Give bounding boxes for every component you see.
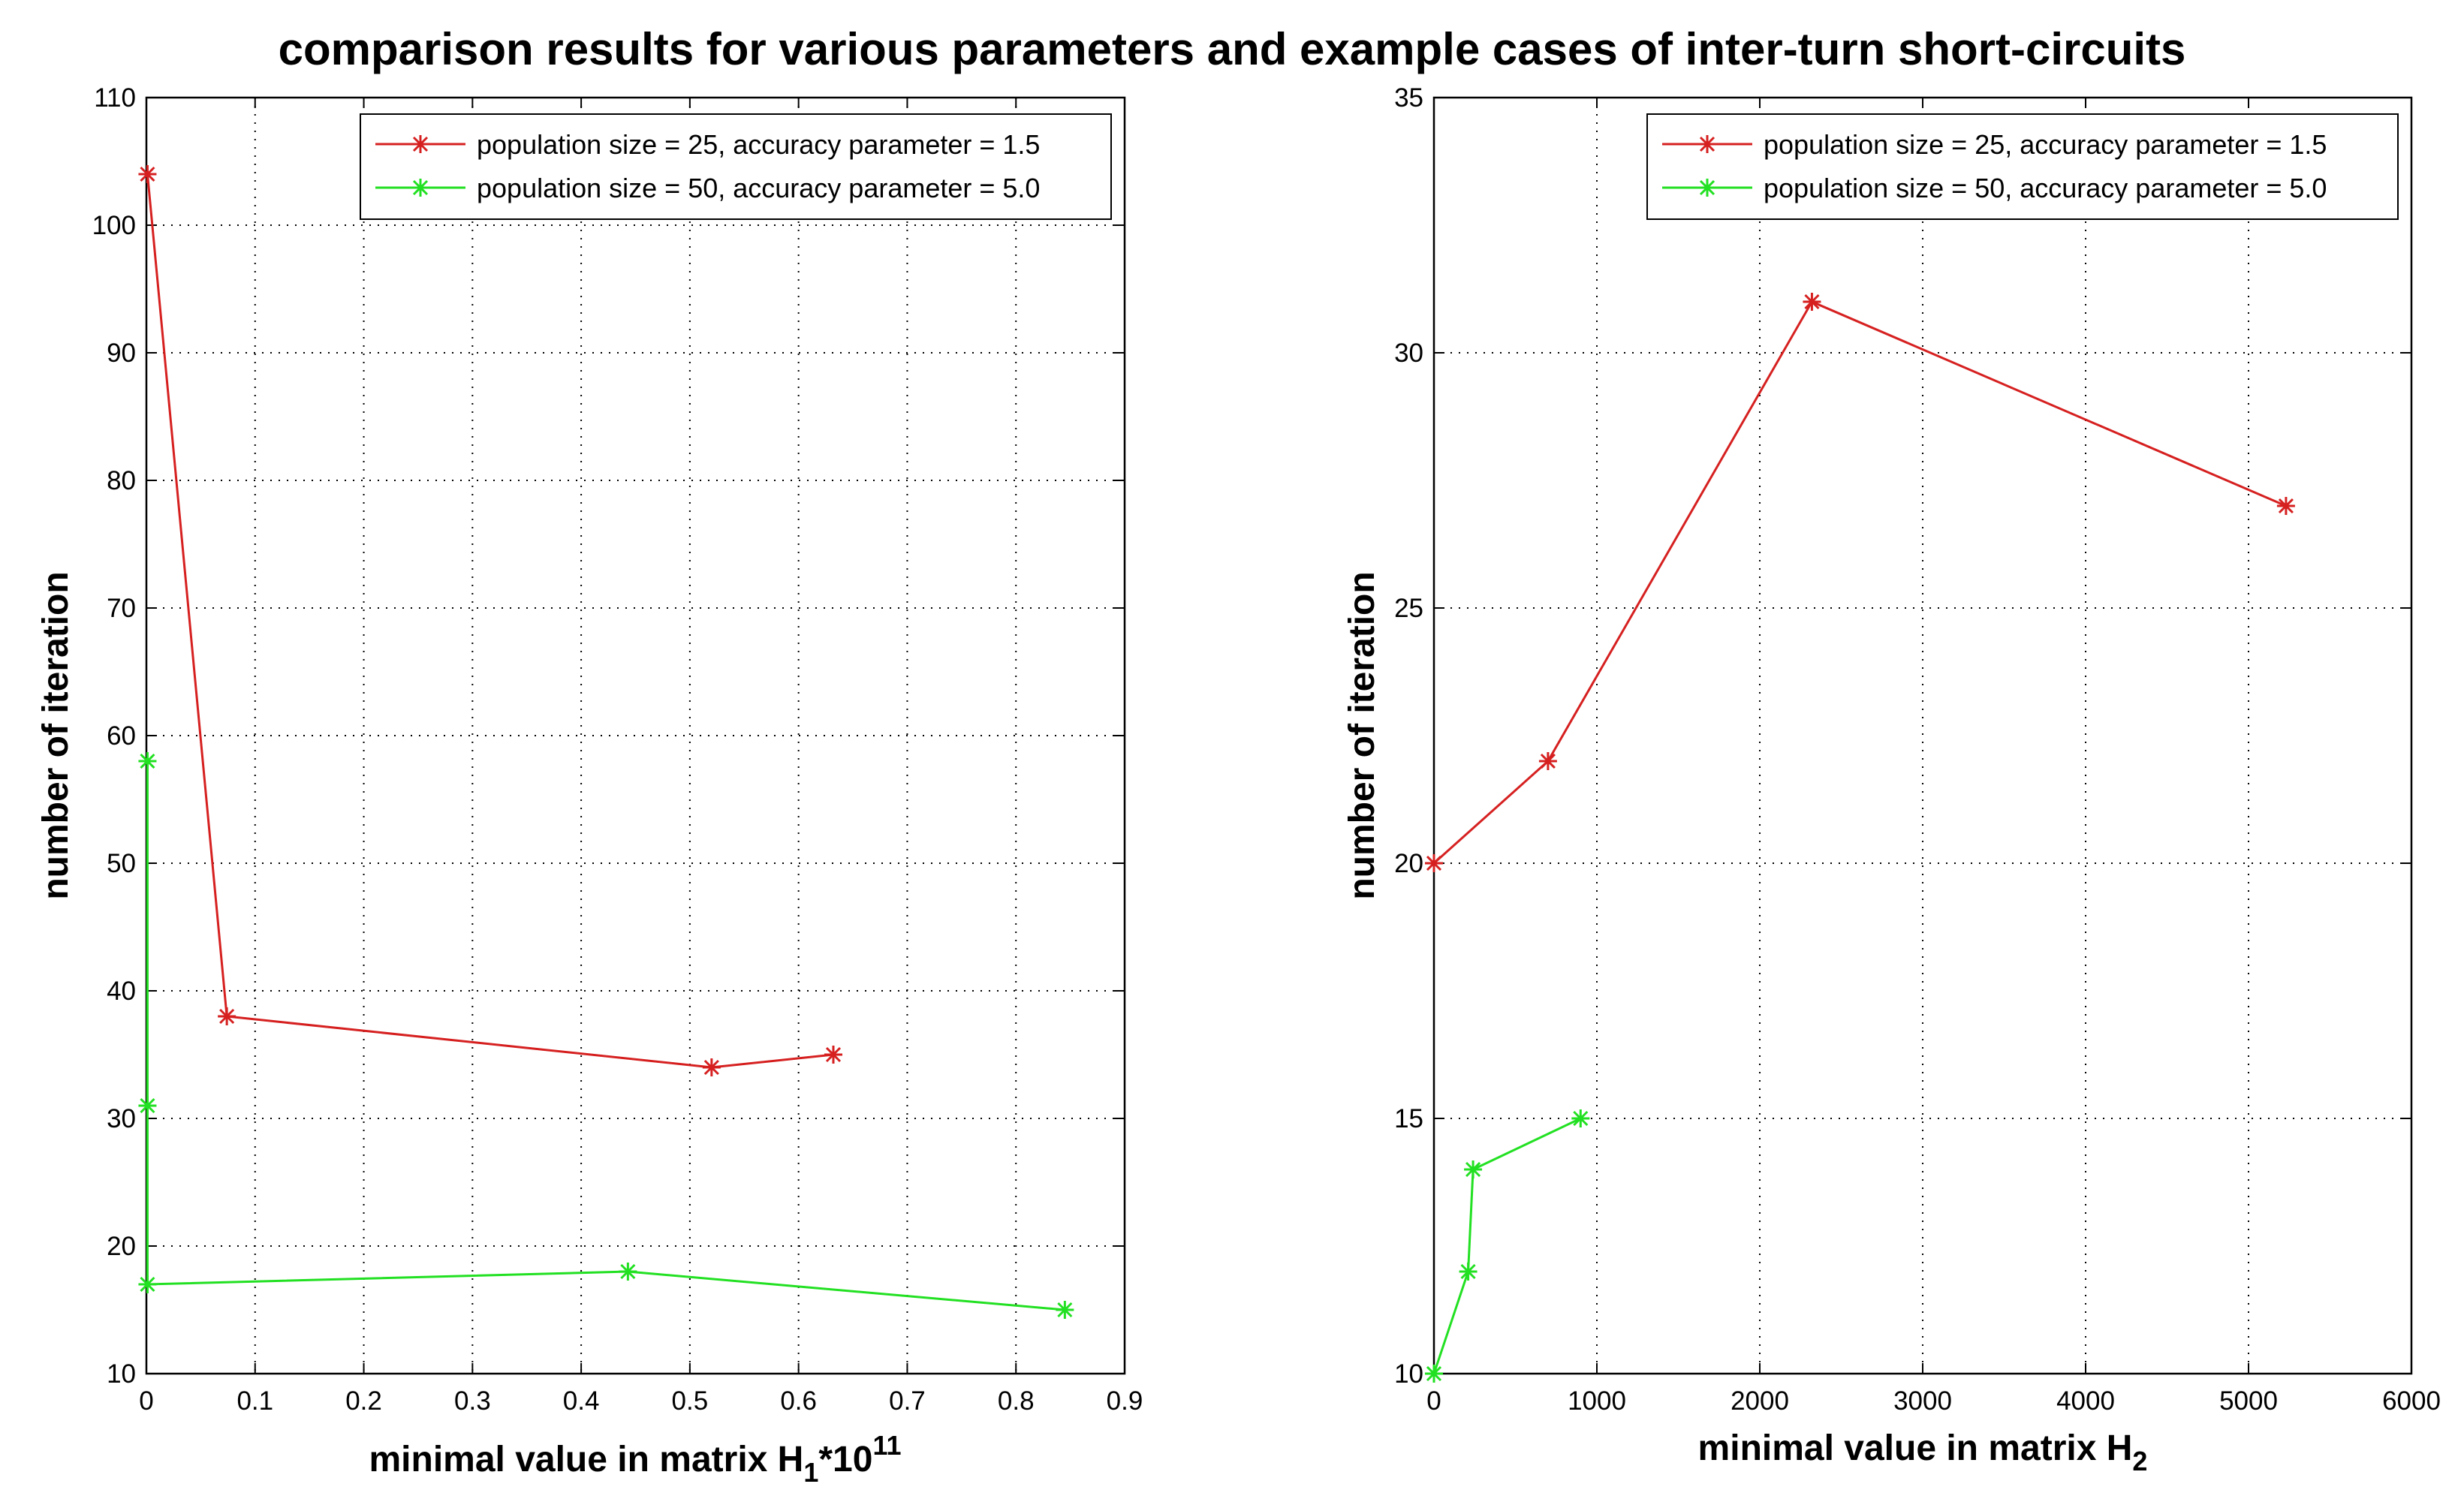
y-axis-label: number of iteration — [36, 571, 76, 899]
x-tick-label: 0.6 — [780, 1386, 817, 1416]
y-tick-label: 35 — [1394, 83, 1423, 113]
legend-label: population size = 50, accuracy parameter… — [1764, 173, 2327, 203]
y-tick-label: 30 — [1394, 339, 1423, 368]
legend-label: population size = 25, accuracy parameter… — [1764, 129, 2327, 160]
series-line — [1432, 1117, 1581, 1374]
x-tick-label: 0.4 — [563, 1386, 600, 1416]
y-tick-label: 90 — [107, 339, 136, 368]
y-tick-label: 20 — [107, 1232, 136, 1261]
x-tick-label: 0.8 — [998, 1386, 1035, 1416]
plot-area — [1434, 98, 2411, 1374]
data-point-marker — [1425, 854, 1443, 872]
x-tick-label: 0 — [139, 1386, 153, 1416]
data-point-marker — [138, 1097, 157, 1115]
x-axis-label: minimal value in matrix H1*1011 — [369, 1430, 901, 1488]
data-point-marker — [619, 1263, 637, 1281]
y-tick-label: 110 — [94, 83, 136, 113]
y-tick-label: 100 — [92, 211, 136, 240]
y-tick-label: 10 — [107, 1359, 136, 1389]
x-tick-label: 0.1 — [236, 1386, 273, 1416]
y-tick-label: 25 — [1394, 594, 1423, 623]
legend-box — [360, 113, 1112, 220]
series-line — [1432, 300, 2287, 865]
x-tick-label: 0 — [1426, 1386, 1441, 1416]
x-tick-label: 0.7 — [889, 1386, 926, 1416]
y-tick-label: 70 — [107, 594, 136, 623]
chart-left: 0 0.1 0.2 0.3 0.4 0.5 0.6 0.7 0.8 0.9 10 20 30 40 50 60… — [36, 83, 1143, 1488]
data-point-marker — [138, 165, 157, 183]
plot-area — [146, 98, 1125, 1374]
x-tick-label: 2000 — [1731, 1386, 1789, 1416]
data-point-marker — [218, 1007, 236, 1025]
y-tick-label: 60 — [107, 721, 136, 751]
legend-label: population size = 25, accuracy parameter… — [477, 129, 1040, 160]
x-tick-label: 5000 — [2219, 1386, 2278, 1416]
figure-title: comparison results for various parameter… — [279, 24, 2186, 74]
data-point-marker — [824, 1046, 842, 1064]
y-tick-label: 20 — [1394, 849, 1423, 878]
data-point-marker — [138, 1275, 157, 1293]
y-tick-label: 30 — [107, 1104, 136, 1133]
data-point-marker — [1464, 1160, 1483, 1178]
y-tick-label: 40 — [107, 977, 136, 1006]
x-tick-label: 4000 — [2056, 1386, 2115, 1416]
data-point-marker — [1056, 1301, 1074, 1319]
data-point-marker — [138, 752, 157, 770]
x-tick-label: 6000 — [2382, 1386, 2441, 1416]
legend-label: population size = 50, accuracy parameter… — [477, 173, 1040, 203]
data-point-marker — [1425, 1365, 1443, 1383]
y-axis-label: number of iteration — [1342, 571, 1382, 899]
x-tick-label: 3000 — [1893, 1386, 1952, 1416]
x-axis-label: minimal value in matrix H2 — [1698, 1428, 2148, 1476]
data-point-marker — [1459, 1263, 1477, 1281]
x-tick-label: 0.5 — [672, 1386, 709, 1416]
y-tick-label: 10 — [1394, 1359, 1423, 1389]
x-tick-label: 1000 — [1568, 1386, 1626, 1416]
y-tick-label: 15 — [1394, 1104, 1423, 1133]
legend-marker — [411, 179, 429, 197]
legend-box — [1646, 113, 2399, 220]
chart-right: 0 1000 2000 3000 4000 5000 6000 10 15 20 25 30 35 num… — [1342, 83, 2441, 1476]
x-tick-label: 0.2 — [345, 1386, 382, 1416]
legend-marker — [411, 135, 429, 153]
legend-marker — [1698, 135, 1716, 153]
y-tick-label: 50 — [107, 849, 136, 878]
x-tick-label: 0.9 — [1107, 1386, 1143, 1416]
data-point-marker — [1803, 293, 1821, 311]
legend-marker — [1698, 179, 1716, 197]
data-point-marker — [1571, 1109, 1590, 1127]
series-line — [146, 173, 834, 1069]
x-tick-label: 0.3 — [454, 1386, 491, 1416]
data-point-marker — [2276, 497, 2295, 515]
y-tick-label: 80 — [107, 466, 136, 495]
data-point-marker — [702, 1058, 721, 1076]
data-point-marker — [1538, 752, 1557, 770]
